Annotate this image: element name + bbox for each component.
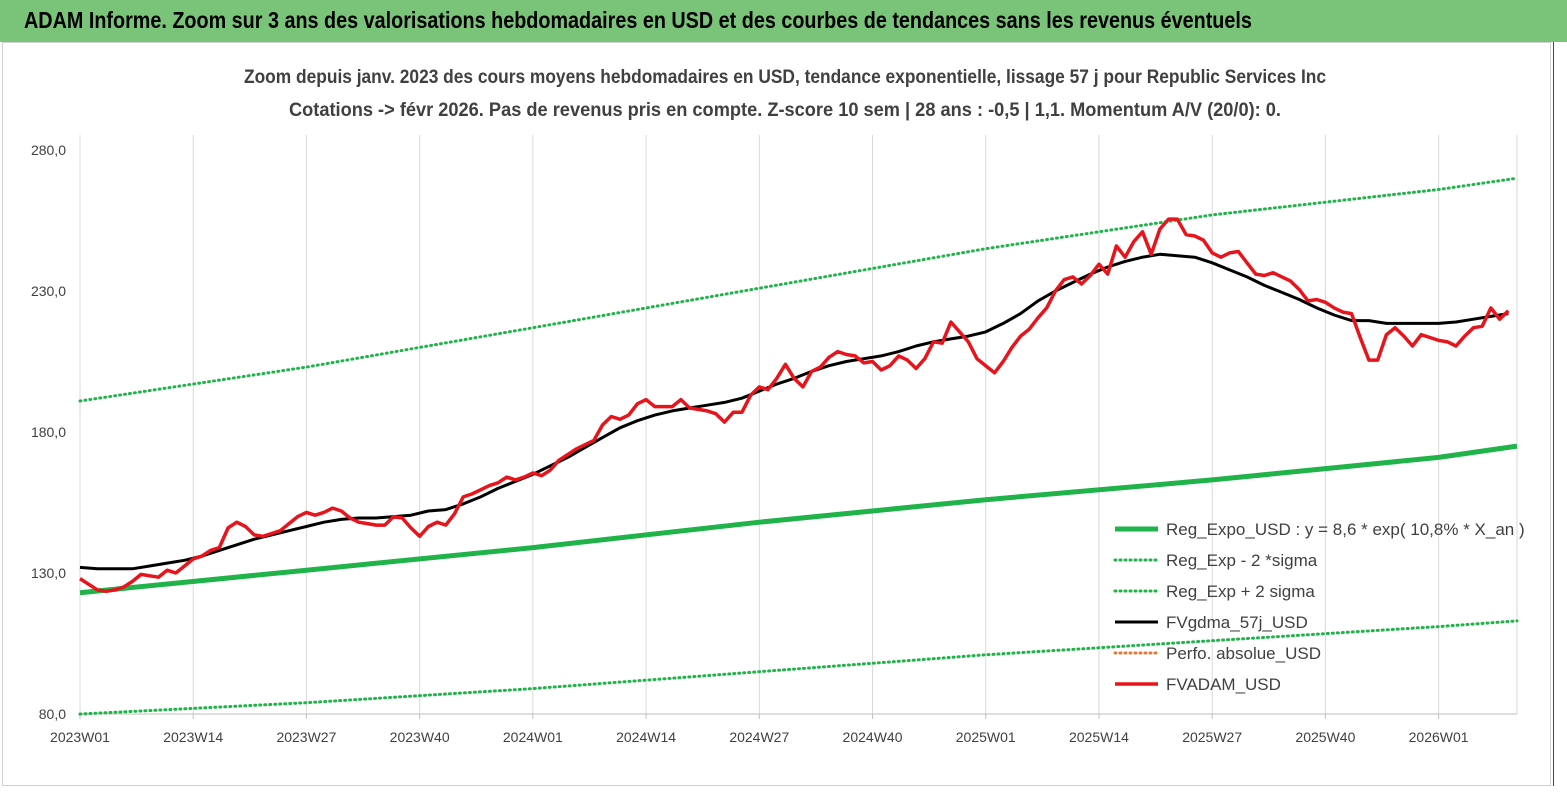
x-tick-label: 2025W14 [1069,729,1129,745]
x-tick-label: 2026W01 [1409,729,1469,745]
x-tick-label: 2024W14 [616,729,676,745]
x-tick-label: 2025W01 [956,729,1016,745]
y-tick-label: 230,0 [31,283,66,299]
banner-title: ADAM Informe. Zoom sur 3 ans des valoris… [24,7,1252,33]
x-axis: 2023W01 2023W14 2023W27 2023W40 2024W01 2024W… [50,714,1469,745]
legend-label-fvadam: FVADAM_USD [1166,675,1281,694]
x-tick-label: 2024W27 [729,729,789,745]
legend: Reg_Expo_USD : y = 8,6 * exp( 10,8% * X_… [1113,520,1525,694]
chart-subtitle: Cotations -> févr 2026. Pas de revenus p… [289,100,1281,121]
y-tick-label: 80,0 [39,706,66,722]
legend-label-fvgdma: FVgdma_57j_USD [1166,613,1308,632]
y-tick-label: 130,0 [31,565,66,581]
series-line-reg_minus [78,619,1519,716]
x-tick-label: 2023W01 [50,729,110,745]
x-tick-label: 2023W27 [276,729,336,745]
y-axis: 80,0 130,0 180,0 230,0 280,0 [31,142,66,722]
x-tick-label: 2024W01 [503,729,563,745]
x-tick-label: 2025W40 [1295,729,1355,745]
x-tick-label: 2024W40 [843,729,903,745]
series-line-reg_expo [79,443,1518,596]
x-tick-label: 2023W14 [163,729,223,745]
x-tick-label: 2023W40 [390,729,450,745]
frame-edge [1553,42,1554,786]
series-line-reg_plus [78,176,1519,403]
report-banner: ADAM Informe. Zoom sur 3 ans des valoris… [0,0,1567,42]
x-tick-label: 2025W27 [1182,729,1242,745]
legend-label-reg_expo: Reg_Expo_USD : y = 8,6 * exp( 10,8% * X_… [1166,520,1525,539]
chart-title: Zoom depuis janv. 2023 des cours moyens … [244,67,1326,88]
y-tick-label: 180,0 [31,424,66,440]
series-line-fvadam [79,217,1510,594]
chart-frame [2,42,1551,786]
legend-label-reg_plus: Reg_Exp + 2 sigma [1166,582,1315,601]
grid-lines [79,135,1518,715]
y-tick-label: 280,0 [31,142,66,158]
legend-label-reg_minus: Reg_Exp - 2 *sigma [1166,551,1318,570]
series-lines [78,176,1519,716]
legend-label-perfo: Perfo. absolue_USD [1166,644,1321,663]
